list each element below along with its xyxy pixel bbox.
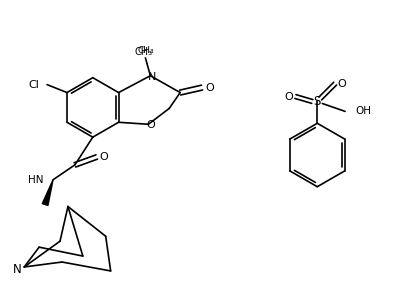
Text: CH₃: CH₃ bbox=[137, 47, 154, 55]
Text: S: S bbox=[314, 95, 321, 108]
Text: OH: OH bbox=[355, 106, 371, 116]
Text: O: O bbox=[338, 79, 347, 89]
Text: CH₃: CH₃ bbox=[134, 47, 153, 57]
Text: N: N bbox=[13, 263, 22, 277]
Polygon shape bbox=[42, 180, 53, 205]
Text: O: O bbox=[146, 120, 155, 130]
Text: O: O bbox=[206, 83, 214, 93]
Text: HN: HN bbox=[28, 175, 43, 185]
Text: Cl: Cl bbox=[28, 80, 39, 90]
Text: O: O bbox=[284, 91, 293, 102]
Text: N: N bbox=[148, 72, 157, 82]
Text: O: O bbox=[99, 152, 108, 162]
